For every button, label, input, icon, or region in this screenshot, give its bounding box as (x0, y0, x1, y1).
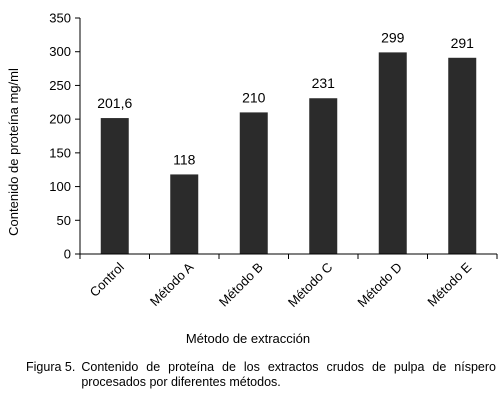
x-tick-label: Método E (424, 259, 474, 309)
y-tick-label: 100 (49, 179, 71, 194)
figure-caption-text: Contenido de proteína de los extractos c… (81, 360, 496, 389)
x-axis-ticks: Control Método A Método B Método C Método D M… (79, 254, 498, 310)
y-tick-label: 150 (49, 145, 71, 160)
x-tick-label: Método B (216, 260, 266, 310)
y-axis-title: Contenido de proteína mg/ml (6, 68, 21, 236)
x-axis-title: Método de extracción (186, 331, 310, 346)
y-tick-label: 300 (49, 44, 71, 59)
bars (100, 52, 477, 255)
bar (448, 57, 477, 255)
x-tick-label: Método A (147, 259, 197, 309)
bar (239, 112, 268, 255)
figure-caption: Figura 5. Contenido de proteína de los e… (26, 360, 496, 390)
y-tick-label: 50 (57, 213, 71, 228)
y-tick-label: 350 (49, 11, 71, 26)
figure-number: Figura 5. (26, 360, 76, 374)
data-label: 118 (173, 151, 196, 167)
bar (309, 98, 338, 255)
y-tick-label: 250 (49, 78, 71, 93)
data-label: 231 (312, 75, 336, 91)
x-tick-label: Control (87, 259, 127, 299)
x-tick-label: Método D (354, 260, 404, 310)
data-label: 299 (381, 29, 405, 45)
y-axis-ticks: 0 50 100 150 200 250 300 350 (49, 11, 80, 262)
data-labels: 201,6 118 210 231 299 291 (97, 29, 474, 167)
data-label: 210 (242, 89, 266, 105)
bar (100, 118, 129, 255)
x-tick-label: Método C (285, 260, 335, 310)
data-label: 201,6 (97, 95, 132, 111)
y-tick-label: 200 (49, 112, 71, 127)
bar (378, 52, 407, 254)
y-tick-label: 0 (64, 247, 71, 262)
bar (170, 174, 199, 254)
data-label: 291 (451, 35, 475, 51)
